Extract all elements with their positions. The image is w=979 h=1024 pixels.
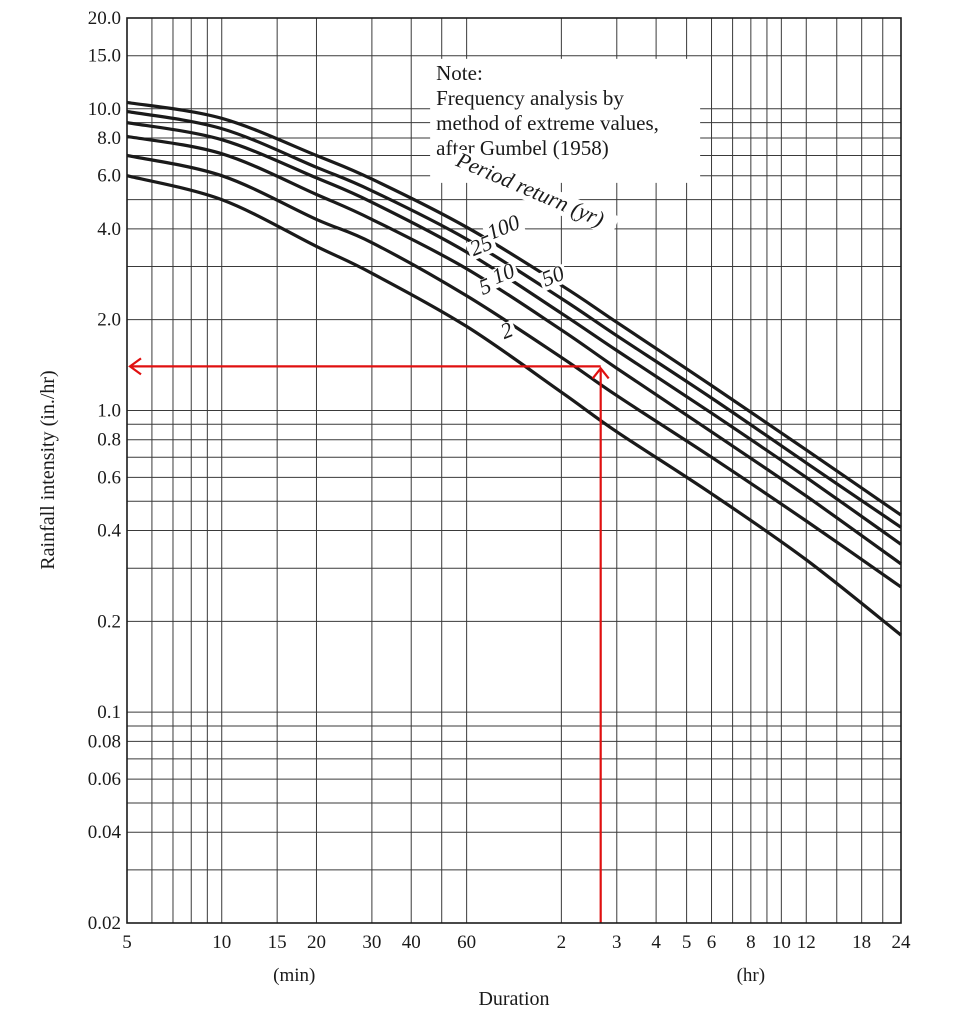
curve-label-group: 5 [474, 272, 498, 300]
x-tick-label: 6 [707, 932, 717, 953]
curve-label-background [482, 212, 526, 245]
y-axis-label: Rainfall intensity (in./hr) [37, 370, 59, 569]
y-tick-label: 0.02 [88, 913, 121, 934]
series-line-100-yr [126, 100, 902, 517]
x-unit-label: (min) [273, 965, 315, 986]
y-tick-label: 0.2 [97, 611, 121, 632]
x-tick-label: 2 [557, 932, 567, 953]
x-tick-label: 12 [797, 932, 816, 953]
x-axis-label: Duration [478, 988, 549, 1010]
y-tick-label: 0.1 [97, 702, 121, 723]
y-tick-label: 10.0 [88, 99, 121, 120]
x-tick-label: 15 [268, 932, 287, 953]
y-tick-label: 1.0 [97, 400, 121, 421]
series-curves [126, 100, 902, 637]
x-tick-label: 10 [772, 932, 791, 953]
note-line: Frequency analysis by [436, 86, 624, 110]
y-tick-label: 2.0 [97, 310, 121, 331]
x-tick-label: 18 [852, 932, 871, 953]
y-tick-label: 0.6 [97, 467, 121, 488]
series-line-5-yr [126, 153, 902, 589]
y-tick-label: 0.06 [88, 769, 121, 790]
curve-label-group: 10 [487, 258, 521, 290]
curve-label-background [465, 232, 499, 262]
x-tick-label: 20 [307, 932, 326, 953]
lookup-left-arrowhead [128, 357, 142, 376]
y-tick-label: 20.0 [88, 8, 121, 29]
x-tick-label: 4 [651, 932, 661, 953]
plot-frame [126, 17, 902, 924]
y-tick-label: 8.0 [97, 128, 121, 149]
y-tick-label: 0.04 [88, 822, 122, 843]
y-tick-label: 0.8 [97, 430, 121, 451]
series-line-10-yr [126, 134, 902, 566]
y-tick-label: 4.0 [97, 219, 121, 240]
note-line: Note: [436, 61, 483, 85]
x-unit-label: (hr) [737, 965, 765, 986]
x-tick-label: 10 [212, 932, 231, 953]
y-tick-label: 15.0 [88, 46, 121, 67]
curve-label-background [537, 263, 571, 292]
period-return-background [449, 147, 620, 238]
series-line-25-yr [126, 121, 902, 546]
x-tick-label: 40 [402, 932, 421, 953]
x-tick-label: 5 [682, 932, 692, 953]
x-tick-label: 24 [892, 932, 912, 953]
x-tick-label: 8 [746, 932, 756, 953]
x-tick-label: 3 [612, 932, 622, 953]
note-line: method of extreme values, [436, 111, 659, 135]
curve-label-group: 2 [495, 317, 519, 345]
lookup-up-arrowhead [591, 366, 610, 380]
y-tick-label: 6.0 [97, 166, 121, 187]
series-line-2-yr [126, 174, 902, 637]
y-tick-label: 0.4 [97, 521, 121, 542]
x-tick-label: 5 [122, 932, 132, 953]
x-tick-label: 30 [362, 932, 381, 953]
y-tick-label: 0.08 [88, 731, 121, 752]
x-tick-label: 60 [457, 932, 476, 953]
series-line-50-yr [126, 109, 902, 529]
curve-label-background [487, 261, 521, 290]
curve-label-background [474, 276, 498, 300]
axis-tick-labels: 20.0 15.0 10.0 8.0 6.0 4.0 2.0 1.0 0.8 0.6 0.4 0.2 0… [88, 8, 911, 986]
lookup-arrows [128, 357, 610, 923]
curve-label-background [495, 320, 519, 345]
